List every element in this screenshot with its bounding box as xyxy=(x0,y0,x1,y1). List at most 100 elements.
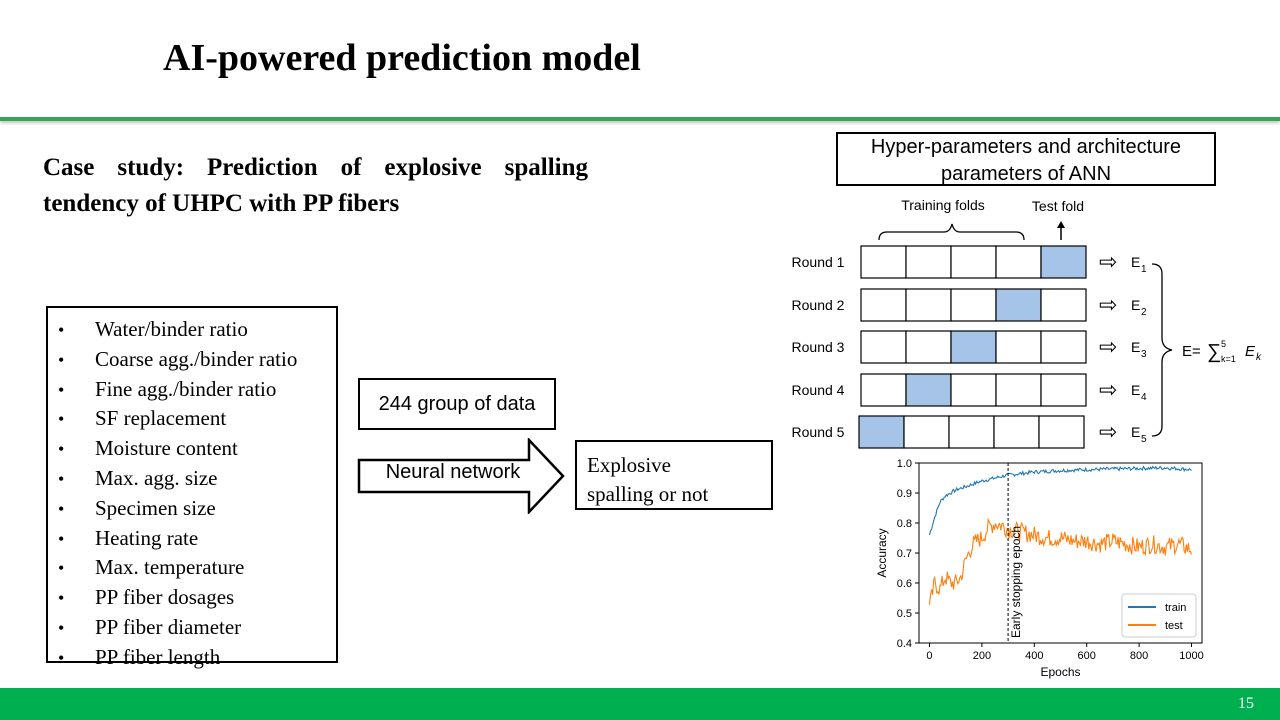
feature-label: PP fiber dosages xyxy=(95,585,235,610)
feature-label: Max. agg. size xyxy=(95,465,218,490)
bullet-glyph: • xyxy=(58,528,65,549)
fold-error-label: E xyxy=(1131,297,1140,313)
fold-arrow-icon: ⇨ xyxy=(1099,419,1117,444)
y-tick-label: 0.8 xyxy=(897,518,912,530)
feature-list: • Water/binder ratio • Coarse agg./binder r… xyxy=(58,315,336,673)
formula-upper: 5 xyxy=(1221,339,1226,349)
training-fold-cell xyxy=(995,373,1042,407)
fold-error-label: E xyxy=(1131,339,1140,355)
feature-item: • Water/binder ratio xyxy=(58,315,336,345)
training-fold-cell xyxy=(905,330,952,364)
fold-arrow-icon: ⇨ xyxy=(1099,377,1117,402)
bullet-glyph: • xyxy=(58,617,65,638)
hyperparameter-box: Hyper-parameters and architecture parame… xyxy=(836,132,1216,186)
y-tick-label: 0.5 xyxy=(897,608,912,620)
formula-sum-symbol: ∑ xyxy=(1207,341,1221,363)
fold-arrow-icon: ⇨ xyxy=(1099,334,1117,359)
training-fold-cell xyxy=(903,415,950,449)
feature-label: SF replacement xyxy=(95,406,227,431)
training-folds-brace xyxy=(878,223,1025,241)
feature-item: • PP fiber dosages xyxy=(58,583,336,613)
y-tick-label: 0.6 xyxy=(897,578,912,590)
feature-label: PP fiber diameter xyxy=(95,614,242,639)
bullet-glyph: • xyxy=(58,409,65,430)
feature-label: Water/binder ratio xyxy=(95,317,248,341)
fold-error-subscript: 5 xyxy=(1141,434,1147,445)
slide-title: AI-powered prediction model xyxy=(163,37,641,79)
training-fold-cell xyxy=(860,373,907,407)
feature-label: Moisture content xyxy=(95,436,238,461)
fold-arrow-icon: ⇨ xyxy=(1099,249,1117,274)
bullet-glyph: • xyxy=(58,379,65,400)
feature-label: Max. temperature xyxy=(95,555,245,580)
output-box: Explosive spalling or not xyxy=(575,440,773,510)
page-number: 15 xyxy=(1238,695,1254,712)
x-tick-label: 200 xyxy=(973,650,991,662)
formula-lhs: E= xyxy=(1182,343,1201,360)
test-fold-arrowhead xyxy=(1057,221,1065,228)
legend-box xyxy=(1121,593,1197,638)
feature-item: • PP fiber diameter xyxy=(58,613,336,643)
test-fold-cell xyxy=(1040,245,1087,279)
y-tick-label: 0.9 xyxy=(897,488,912,500)
training-fold-cell xyxy=(993,415,1040,449)
training-fold-cell xyxy=(995,245,1042,279)
legend-label: train xyxy=(1165,602,1186,614)
y-tick-label: 0.7 xyxy=(897,548,912,560)
x-tick-label: 400 xyxy=(1025,650,1043,662)
test-fold-cell xyxy=(995,288,1042,322)
round-label: Round 4 xyxy=(792,382,845,398)
training-fold-cell xyxy=(950,373,997,407)
feature-item: • Heating rate xyxy=(58,524,336,554)
training-fold-cell xyxy=(905,245,952,279)
round-label: Round 1 xyxy=(792,254,845,270)
neural-network-label: Neural network xyxy=(385,461,521,483)
feature-item: • Coarse agg./binder ratio xyxy=(58,345,336,375)
bullet-glyph: • xyxy=(58,647,65,668)
legend-label: test xyxy=(1165,620,1183,632)
feature-label: Fine agg./binder ratio xyxy=(95,376,277,401)
training-fold-cell xyxy=(860,288,907,322)
training-fold-cell xyxy=(995,330,1042,364)
feature-item: • Max. temperature xyxy=(58,553,336,583)
feature-item: • Specimen size xyxy=(58,494,336,524)
hyper-line-2: parameters of ANN xyxy=(940,163,1112,185)
feature-item: • Max. agg. size xyxy=(58,464,336,494)
title-divider xyxy=(0,117,1280,121)
fold-error-label: E xyxy=(1131,424,1140,440)
feature-label: Coarse agg./binder ratio xyxy=(95,346,298,371)
fold-error-label: E xyxy=(1131,382,1140,398)
fold-error-subscript: 2 xyxy=(1141,307,1147,318)
round-label: Round 2 xyxy=(792,297,845,313)
bullet-glyph: • xyxy=(58,498,65,519)
test-fold-cell xyxy=(905,373,952,407)
bullet-glyph: • xyxy=(58,588,65,609)
training-fold-cell xyxy=(950,245,997,279)
bullet-glyph: • xyxy=(58,320,65,340)
y-axis-label: Accuracy xyxy=(875,528,889,577)
feature-item: • Fine agg./binder ratio xyxy=(58,375,336,405)
round-label: Round 5 xyxy=(792,424,845,440)
test-fold-label: Test fold xyxy=(1032,198,1084,214)
neural-network-arrow xyxy=(357,438,565,514)
output-line-1: Explosive xyxy=(587,453,671,477)
training-fold-cell xyxy=(948,415,995,449)
y-tick-label: 1.0 xyxy=(897,458,912,470)
y-tick-label: 0.4 xyxy=(897,638,912,650)
fold-error-label: E xyxy=(1131,254,1140,270)
fold-error-subscript: 1 xyxy=(1141,264,1147,275)
case-study-heading: Case study: Prediction of explosive spal… xyxy=(43,154,588,217)
test-fold-cell xyxy=(858,415,905,449)
x-tick-label: 800 xyxy=(1130,650,1148,662)
early-stopping-annotation: Early stopping epoch xyxy=(1009,526,1023,638)
feature-item: • Moisture content xyxy=(58,434,336,464)
training-fold-cell xyxy=(860,245,907,279)
error-sum-brace xyxy=(1151,263,1173,437)
x-axis-label: Epochs xyxy=(1040,665,1080,679)
fold-error-subscript: 3 xyxy=(1141,349,1147,360)
output-line-2: spalling or not xyxy=(587,482,709,506)
training-fold-cell xyxy=(950,288,997,322)
bullet-glyph: • xyxy=(58,558,65,579)
fold-error-subscript: 4 xyxy=(1141,392,1147,403)
formula-term-subscript: k xyxy=(1256,352,1262,363)
